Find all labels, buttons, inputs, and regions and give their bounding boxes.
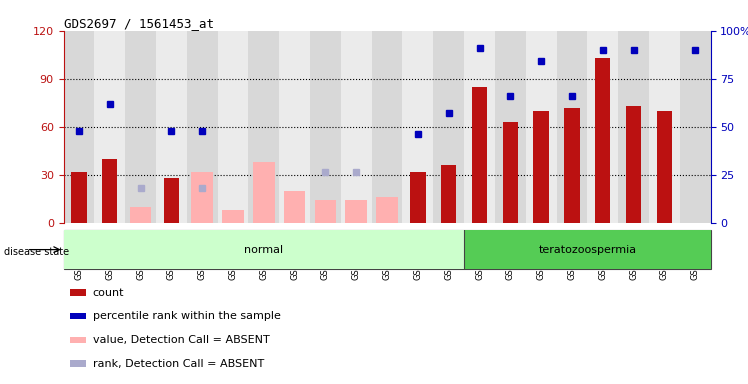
Text: count: count <box>93 288 124 298</box>
Bar <box>70 290 86 296</box>
Bar <box>94 31 125 223</box>
Bar <box>310 31 341 223</box>
Bar <box>253 162 275 223</box>
Bar <box>187 31 218 223</box>
Bar <box>372 31 402 223</box>
Bar <box>130 207 151 223</box>
Text: value, Detection Call = ABSENT: value, Detection Call = ABSENT <box>93 335 269 345</box>
Bar <box>595 58 610 223</box>
Bar <box>464 230 711 269</box>
Bar <box>433 31 464 223</box>
Bar <box>279 31 310 223</box>
Bar <box>376 197 398 223</box>
Bar <box>70 360 86 367</box>
Bar <box>564 108 580 223</box>
Bar <box>315 200 337 223</box>
Bar <box>472 87 487 223</box>
Bar <box>156 31 187 223</box>
Bar <box>218 31 248 223</box>
Bar <box>346 200 367 223</box>
Bar <box>557 31 587 223</box>
Bar <box>70 337 86 343</box>
Bar <box>71 172 87 223</box>
Text: teratozoospermia: teratozoospermia <box>539 245 637 255</box>
Bar <box>626 106 641 223</box>
Bar <box>102 159 117 223</box>
Bar <box>587 31 618 223</box>
Text: normal: normal <box>245 245 283 255</box>
Text: disease state: disease state <box>4 247 69 257</box>
Bar <box>526 31 557 223</box>
Bar <box>503 122 518 223</box>
Text: GDS2697 / 1561453_at: GDS2697 / 1561453_at <box>64 17 214 30</box>
Bar <box>680 31 711 223</box>
Bar <box>495 31 526 223</box>
Bar <box>284 191 305 223</box>
Bar <box>248 31 279 223</box>
Bar <box>341 31 372 223</box>
Bar <box>64 31 94 223</box>
Bar <box>657 111 672 223</box>
Text: percentile rank within the sample: percentile rank within the sample <box>93 311 280 321</box>
Bar <box>441 165 456 223</box>
Bar <box>618 31 649 223</box>
Bar <box>402 31 433 223</box>
Bar <box>64 230 464 269</box>
Bar <box>649 31 680 223</box>
Bar <box>464 31 495 223</box>
Bar <box>70 313 86 319</box>
Text: rank, Detection Call = ABSENT: rank, Detection Call = ABSENT <box>93 359 264 369</box>
Bar <box>533 111 549 223</box>
Bar <box>410 172 426 223</box>
Bar <box>125 31 156 223</box>
Bar <box>222 210 244 223</box>
Bar <box>191 172 213 223</box>
Bar <box>164 178 179 223</box>
